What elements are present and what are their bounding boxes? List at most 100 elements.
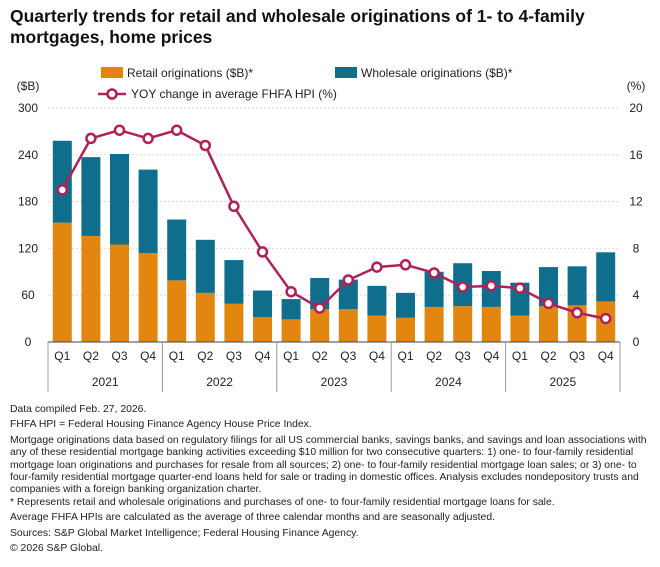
bar-wholesale (281, 299, 301, 320)
left-tick-label: 300 (18, 101, 38, 115)
bar-retail (338, 309, 358, 342)
bar-wholesale (424, 271, 444, 307)
hpi-point (599, 312, 612, 325)
left-axis-unit: ($B) (17, 79, 40, 93)
bar-retail (81, 235, 101, 342)
bar-retail (110, 244, 129, 342)
left-tick-label: 60 (21, 288, 35, 302)
bar-retail (52, 222, 72, 342)
quarter-label: Q3 (111, 349, 127, 363)
bar-retail (138, 253, 158, 342)
note-fhfa: FHFA HPI = Federal Housing Finance Agenc… (10, 419, 312, 431)
bar-wholesale (396, 292, 415, 318)
quarter-label: Q4 (598, 349, 614, 363)
hpi-point (399, 259, 412, 271)
note-compiled: Data compiled Feb. 27, 2026. (10, 404, 147, 415)
hpi-point (571, 307, 583, 319)
chart-area: 300 240 180 120 60 0 20 16 12 8 4 0 ($B) (%) Retail or… (17, 66, 646, 392)
left-tick-label: 240 (18, 148, 38, 162)
quarter-label: Q1 (54, 349, 70, 363)
bar-retail (310, 309, 330, 342)
hpi-point (228, 200, 240, 213)
note-copyright: © 2026 S&P Global. (10, 543, 103, 555)
left-tick-label: 180 (18, 195, 38, 209)
bar-wholesale (195, 239, 215, 293)
bar-retail (167, 280, 187, 342)
quarter-label: Q1 (397, 349, 413, 363)
quarter-label: Q2 (540, 349, 556, 363)
bar-retail (510, 315, 530, 342)
bar-wholesale (110, 154, 129, 245)
hpi-point (285, 285, 297, 298)
quarter-label: Q2 (426, 349, 442, 363)
quarter-label: Q4 (483, 349, 499, 363)
quarter-label: Q1 (169, 349, 185, 363)
hpi-point (428, 267, 440, 279)
right-tick-label: 12 (629, 195, 643, 209)
bar-wholesale (539, 267, 558, 307)
quarter-label: Q3 (340, 349, 356, 363)
quarter-label: Q4 (140, 349, 156, 363)
legend-label-wholesale: Wholesale originations ($B)* (361, 66, 513, 80)
hpi-point (199, 139, 212, 152)
quarter-label: Q1 (283, 349, 299, 363)
quarter-label: Q4 (369, 349, 385, 363)
quarter-label: Q3 (569, 349, 585, 363)
hpi-point (170, 124, 183, 136)
right-tick-label: 20 (629, 101, 643, 115)
bar-retail (195, 292, 215, 342)
hpi-point (342, 274, 355, 286)
bar-retail (281, 319, 301, 342)
note-asterisk: * Represents retail and wholesale origin… (10, 496, 555, 508)
bar-wholesale (567, 266, 587, 306)
legend-marker-hpi (106, 88, 118, 100)
year-label: 2021 (92, 375, 119, 389)
chart-notes: Data compiled Feb. 27, 2026. FHFA HPI = … (10, 404, 650, 555)
note-methodology: Mortgage originations data based on regu… (10, 434, 647, 496)
chart-title: Quarterly trends for retail and wholesal… (10, 6, 585, 47)
bar-retail (367, 315, 387, 342)
quarter-label: Q1 (512, 349, 528, 363)
note-average: Average FHFA HPIs are calculated as the … (10, 512, 495, 524)
note-sources: Sources: S&P Global Market Intelligence;… (10, 527, 359, 539)
year-label: 2022 (206, 375, 233, 389)
bar-retail (396, 317, 415, 342)
bar-retail (253, 317, 272, 342)
hpi-point (113, 124, 126, 136)
bar-wholesale (253, 290, 272, 318)
legend-label-hpi: YOY change in average FHFA HPI (%) (131, 87, 337, 101)
hpi-point (85, 132, 97, 145)
year-label: 2025 (549, 375, 576, 389)
right-tick-label: 0 (633, 335, 640, 349)
year-label: 2024 (435, 375, 462, 389)
hpi-point (313, 302, 326, 314)
bar-wholesale (138, 169, 158, 254)
bar-wholesale (52, 140, 72, 223)
bar-wholesale (338, 279, 358, 310)
right-axis-unit: (%) (627, 79, 646, 93)
quarter-label: Q2 (197, 349, 213, 363)
hpi-point (371, 261, 383, 273)
bar-retail (453, 306, 473, 342)
left-tick-label: 0 (25, 335, 32, 349)
quarter-label: Q4 (254, 349, 270, 363)
bar-wholesale (167, 219, 187, 281)
hpi-point (456, 281, 469, 293)
left-tick-label: 120 (18, 241, 38, 255)
legend-swatch-wholesale (335, 67, 357, 78)
bar-wholesale (224, 260, 244, 304)
quarter-label: Q3 (226, 349, 242, 363)
quarter-label: Q2 (312, 349, 328, 363)
legend-label-retail: Retail originations ($B)* (127, 66, 253, 80)
hpi-point (485, 280, 498, 292)
bar-retail (424, 306, 444, 342)
legend-swatch-retail (101, 67, 123, 78)
bar-wholesale (367, 285, 387, 316)
quarter-label: Q2 (83, 349, 99, 363)
right-tick-label: 4 (633, 288, 640, 302)
hpi-point (514, 282, 526, 294)
bar-retail (539, 306, 558, 342)
bar-wholesale (81, 157, 101, 236)
bar-retail (224, 303, 244, 342)
bar-retail (481, 306, 501, 342)
